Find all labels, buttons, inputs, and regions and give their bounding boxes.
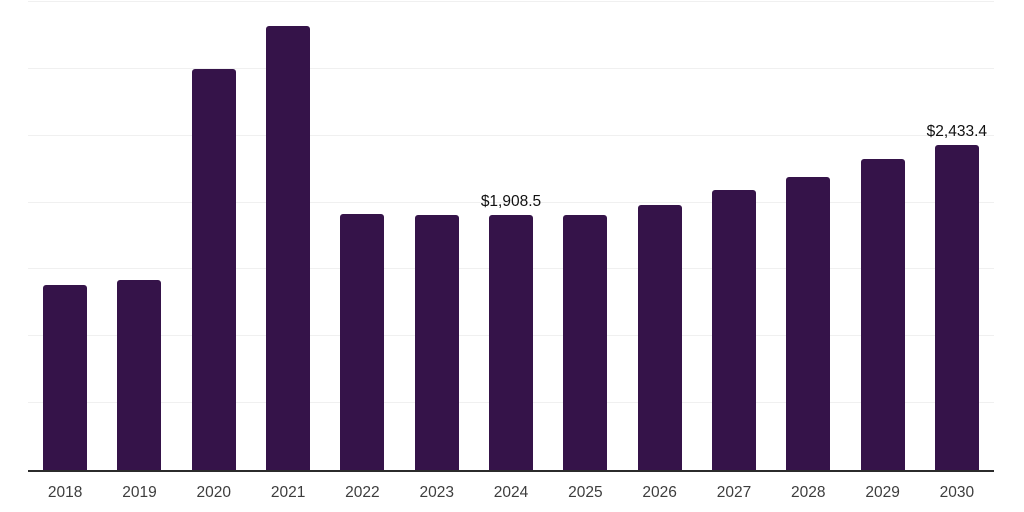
data-label-2024: $1,908.5: [480, 193, 542, 211]
x-tick-label-2020: 2020: [196, 484, 232, 501]
bar-slot-2024: $1,908.5: [474, 2, 548, 470]
bar-2023: [414, 215, 459, 470]
x-tick-label-2025: 2025: [568, 484, 603, 501]
data-label-2030: $2,433.4: [926, 123, 987, 141]
bar-2030: $2,433.4: [927, 124, 987, 470]
gridline-3500: [28, 1, 994, 2]
x-tick-label-2026: 2026: [642, 484, 677, 501]
x-tick-label-2027: 2027: [716, 484, 752, 501]
bar-slot-2023: [400, 2, 474, 470]
x-axis-line: [28, 470, 994, 472]
x-tick-label-2030: 2030: [939, 484, 975, 501]
bar-slot-2025: [548, 2, 622, 470]
plot-area: $1,908.5 $2,433.4: [28, 1, 994, 472]
bar-2029: [860, 159, 905, 470]
bar-slot-2021: [251, 2, 325, 470]
bar-2019: [117, 279, 162, 470]
bar-2024: $1,908.5: [481, 194, 541, 470]
bar-slot-2027: [697, 2, 771, 470]
x-tick-label-2029: 2029: [865, 484, 900, 501]
x-tick-label-2028: 2028: [791, 484, 826, 501]
bar-2018: [43, 285, 88, 470]
gridline-2000: [28, 201, 994, 203]
x-tick-label-2023: 2023: [419, 484, 454, 501]
bar-slot-2020: [177, 2, 251, 470]
x-tick-label-2024: 2024: [493, 484, 529, 501]
x-tick-label-2021: 2021: [270, 484, 306, 501]
x-tick-label-2022: 2022: [345, 484, 380, 501]
bar-2026: [637, 205, 682, 470]
bar-slot-2018: [28, 2, 102, 470]
x-axis-tick-labels: 2018 2019 2020 2021 2022 2023 2024 2025 2026 2027…: [28, 484, 994, 503]
bar-slot-2028: [771, 2, 845, 470]
bar-2020: [191, 69, 236, 470]
x-tick-label-2018: 2018: [47, 484, 83, 501]
bar-slot-2030: $2,433.4: [920, 2, 994, 470]
bar-2025: [563, 214, 608, 470]
gridline-3000: [28, 67, 994, 69]
x-tick-label-2019: 2019: [122, 484, 157, 501]
bar-2022: [340, 213, 385, 470]
bar-slot-2019: [102, 2, 176, 470]
bar-slot-2022: [325, 2, 399, 470]
bar-2021: [266, 26, 311, 470]
bar-slot-2029: [845, 2, 919, 470]
bar-slot-2026: [622, 2, 696, 470]
bar-2028: [786, 176, 831, 470]
bar-2027: [711, 190, 756, 470]
gridline-2500: [28, 134, 994, 136]
